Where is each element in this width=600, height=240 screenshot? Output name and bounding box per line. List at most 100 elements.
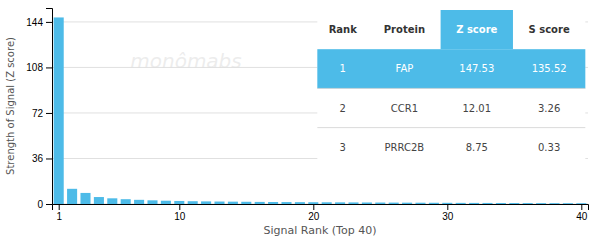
bar bbox=[456, 203, 466, 204]
bar bbox=[255, 202, 265, 204]
table-cell: 8.75 bbox=[466, 142, 488, 153]
y-tick-label: 108 bbox=[26, 62, 43, 73]
bar bbox=[389, 203, 399, 204]
x-axis: 1 10 20 30 40 bbox=[53, 204, 589, 222]
x-tick-mark bbox=[59, 204, 60, 210]
bar bbox=[429, 203, 439, 204]
x-tick: 10 bbox=[174, 204, 186, 222]
bar bbox=[268, 202, 278, 204]
x-tick-mark bbox=[313, 204, 314, 210]
y-tick: 0 bbox=[37, 199, 52, 210]
table-cell: 12.01 bbox=[462, 103, 491, 114]
x-tick-mark bbox=[179, 204, 180, 210]
y-axis-title: Strength of Signal (Z score) bbox=[5, 37, 16, 175]
bar bbox=[442, 203, 452, 204]
y-tick: 72 bbox=[32, 108, 52, 119]
table-row-highlight bbox=[317, 49, 585, 88]
table-cell: 3 bbox=[340, 142, 346, 153]
y-axis: 0 36 72 108 144 bbox=[26, 9, 52, 210]
bar bbox=[161, 201, 171, 204]
bar bbox=[147, 200, 157, 204]
bar bbox=[576, 203, 586, 204]
bar bbox=[335, 202, 345, 204]
x-tick-label: 40 bbox=[576, 211, 588, 222]
table-cell: 2 bbox=[340, 103, 346, 114]
bar bbox=[134, 200, 144, 204]
x-axis-line bbox=[53, 205, 589, 211]
table-cell: FAP bbox=[396, 63, 414, 74]
table-header-highlight bbox=[441, 10, 513, 49]
bar bbox=[214, 202, 224, 204]
bar bbox=[94, 197, 104, 204]
x-tick-mark bbox=[447, 204, 448, 210]
x-tick-label: 30 bbox=[442, 211, 454, 222]
bar bbox=[536, 203, 546, 204]
bar bbox=[348, 202, 358, 204]
bar bbox=[54, 17, 64, 204]
table-header: Z score bbox=[456, 24, 497, 35]
bar bbox=[201, 201, 211, 204]
x-axis-title: Signal Rank (Top 40) bbox=[264, 224, 377, 237]
bar bbox=[241, 202, 251, 204]
bar bbox=[563, 203, 573, 204]
bar bbox=[375, 203, 385, 204]
y-tick-mark bbox=[46, 158, 52, 159]
y-tick-mark bbox=[46, 204, 52, 205]
table-header: S score bbox=[529, 24, 570, 35]
bar bbox=[174, 201, 184, 204]
watermark: monômabs bbox=[130, 49, 241, 73]
table-cell: 0.33 bbox=[538, 142, 560, 153]
table-separator bbox=[317, 127, 585, 128]
bar bbox=[496, 203, 506, 204]
table-cell: PRRC2B bbox=[385, 142, 425, 153]
plot: monômabs 1 10 20 30 40 0 36 72 108 144 Rank Protein Z… bbox=[26, 9, 588, 223]
table-header: Rank bbox=[329, 24, 358, 35]
y-tick: 108 bbox=[26, 62, 52, 73]
bar bbox=[121, 199, 131, 204]
y-axis-line bbox=[46, 9, 53, 205]
x-tick: 40 bbox=[576, 204, 588, 222]
bar bbox=[80, 193, 90, 204]
y-tick-mark bbox=[46, 22, 52, 23]
table: Rank Protein Z score S score 1 FAP 147.53 135.5… bbox=[317, 10, 585, 167]
x-tick: 30 bbox=[442, 204, 454, 222]
bar bbox=[295, 202, 305, 204]
y-tick-label: 144 bbox=[26, 17, 43, 28]
bar bbox=[415, 203, 425, 204]
table-separator bbox=[317, 88, 585, 89]
x-tick: 20 bbox=[308, 204, 320, 222]
bar bbox=[549, 203, 559, 204]
bar bbox=[362, 202, 372, 204]
bar bbox=[188, 201, 198, 204]
y-tick-label: 0 bbox=[37, 199, 43, 210]
bar bbox=[308, 202, 318, 204]
bar bbox=[509, 203, 519, 204]
x-tick-label: 10 bbox=[174, 211, 186, 222]
x-tick-label: 1 bbox=[56, 211, 62, 222]
y-tick-label: 72 bbox=[32, 108, 44, 119]
bar bbox=[228, 202, 238, 204]
y-tick-mark bbox=[46, 113, 52, 114]
bar bbox=[523, 203, 533, 204]
bar bbox=[469, 203, 479, 204]
table-cell: 3.26 bbox=[538, 103, 560, 114]
y-tick: 144 bbox=[26, 17, 52, 28]
y-tick-mark bbox=[46, 67, 52, 68]
bar bbox=[107, 198, 117, 204]
x-tick-label: 20 bbox=[308, 211, 320, 222]
bar bbox=[402, 203, 412, 204]
y-tick: 36 bbox=[32, 153, 52, 164]
table-cell: CCR1 bbox=[391, 103, 418, 114]
table-cell: 147.53 bbox=[459, 63, 494, 74]
table-cell: 135.52 bbox=[532, 63, 567, 74]
x-tick: 1 bbox=[56, 204, 62, 222]
table-cell: 1 bbox=[340, 63, 346, 74]
table-background bbox=[317, 10, 585, 167]
x-tick-mark bbox=[581, 204, 582, 210]
y-tick-label: 36 bbox=[32, 153, 44, 164]
bar bbox=[322, 202, 332, 204]
bar bbox=[482, 203, 492, 204]
bar bbox=[281, 202, 291, 204]
table-header: Protein bbox=[384, 24, 425, 35]
chart: monômabs 1 10 20 30 40 0 36 72 108 144 Rank Protein Z… bbox=[0, 0, 600, 240]
